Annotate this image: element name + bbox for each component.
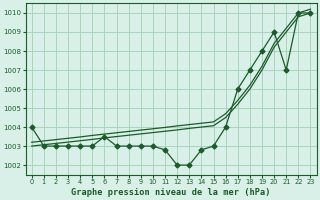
X-axis label: Graphe pression niveau de la mer (hPa): Graphe pression niveau de la mer (hPa): [71, 188, 271, 197]
